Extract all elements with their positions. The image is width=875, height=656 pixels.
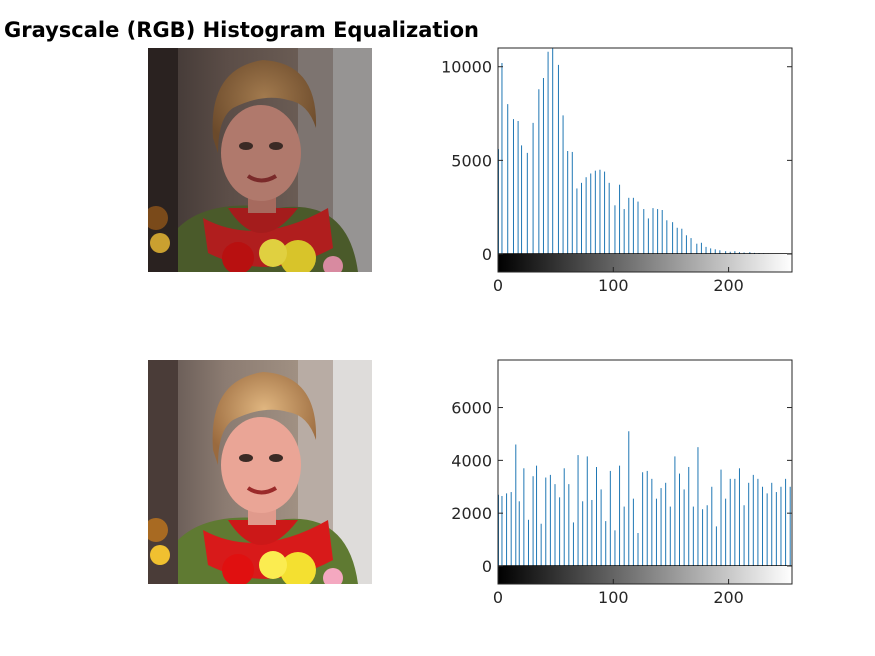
x-tick-label: 0	[493, 276, 503, 295]
grayscale-colorbar	[498, 254, 792, 272]
x-tick-label: 100	[598, 588, 629, 607]
axes-frame	[497, 47, 793, 273]
y-tick-label: 5000	[451, 151, 492, 170]
x-tick-label: 200	[713, 588, 744, 607]
histogram-original: 0 5000 10000 0 100 200	[441, 47, 793, 295]
grayscale-colorbar	[498, 566, 792, 584]
y-tick-label: 6000	[451, 399, 492, 418]
figure-title: Grayscale (RGB) Histogram Equalization	[4, 18, 479, 42]
x-tick-label: 200	[713, 276, 744, 295]
axes-frame	[497, 359, 793, 585]
x-tick-label: 0	[493, 588, 503, 607]
histogram-equalized: 0 2000 4000 6000 0 100 200	[451, 359, 793, 607]
equalized-image	[148, 360, 372, 584]
x-tick-label: 100	[598, 276, 629, 295]
y-tick-label: 2000	[451, 504, 492, 523]
original-image	[148, 48, 372, 272]
y-tick-label: 10000	[441, 58, 492, 77]
y-tick-label: 0	[482, 557, 492, 576]
y-tick-label: 4000	[451, 451, 492, 470]
y-tick-label: 0	[482, 245, 492, 264]
